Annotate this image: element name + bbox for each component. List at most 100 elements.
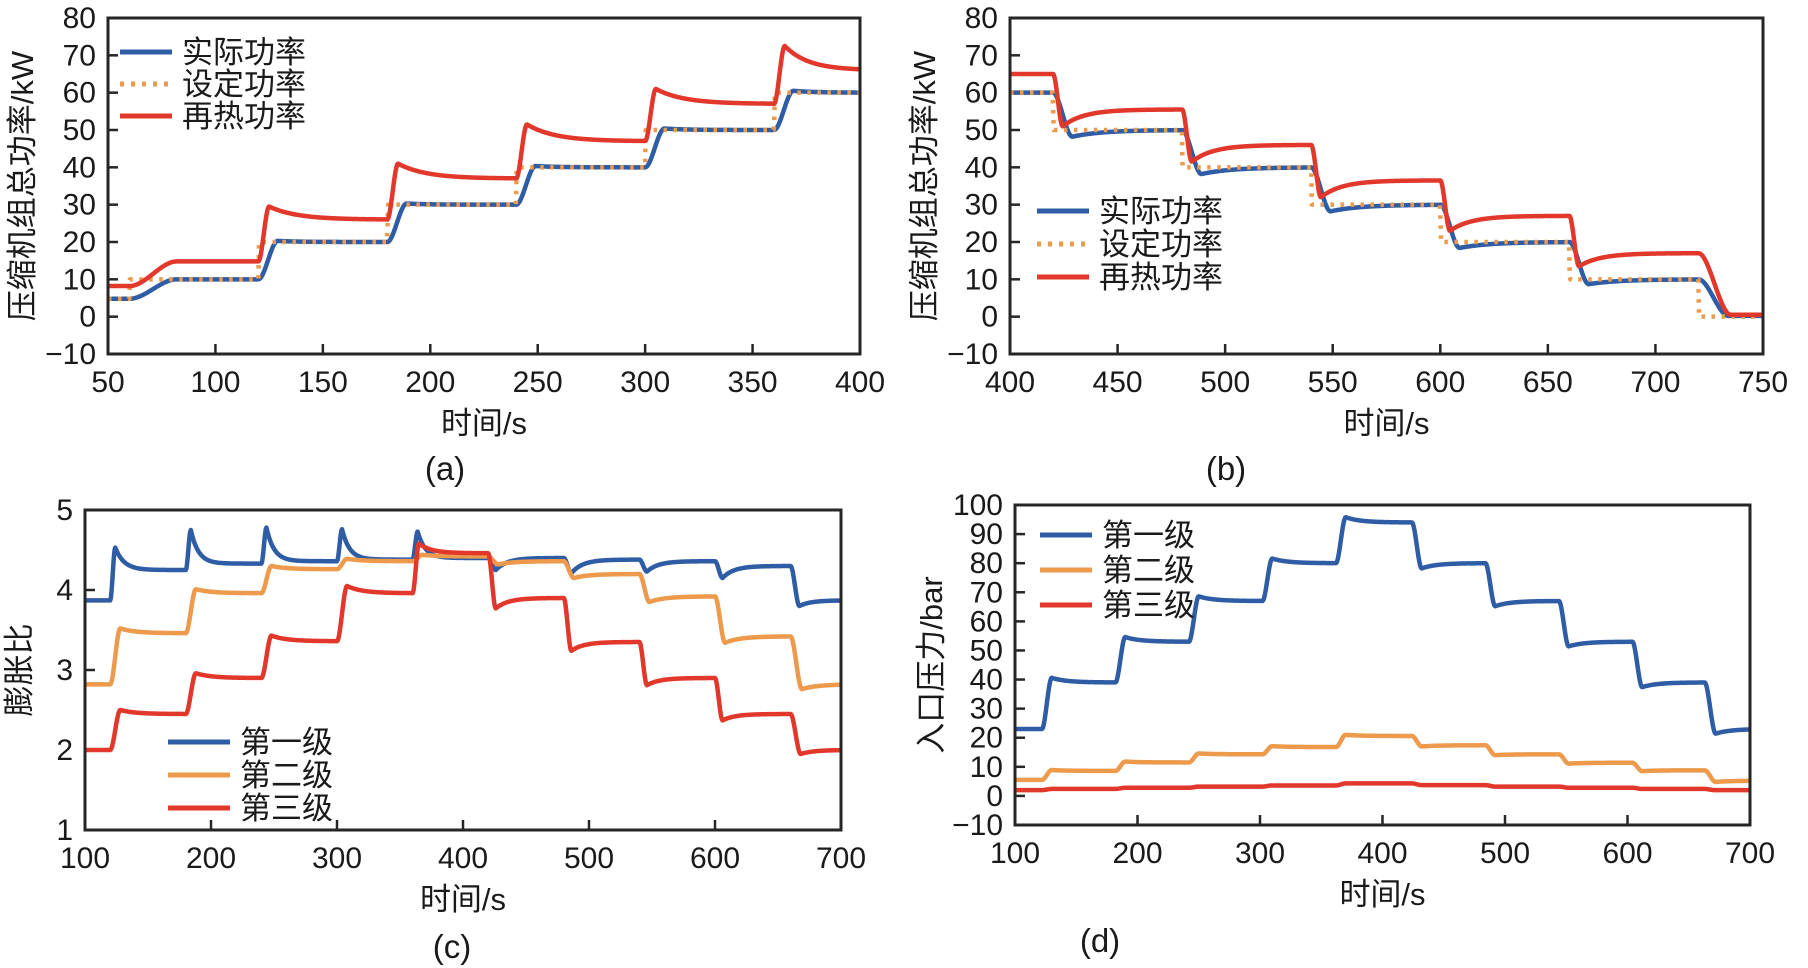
y-tick-label: 40 (970, 664, 1003, 697)
x-tick-label: 400 (985, 366, 1035, 399)
y-tick-label: 10 (965, 263, 998, 296)
y-tick-label: 30 (63, 189, 96, 222)
y-tick-label: 60 (63, 77, 96, 110)
series-a-1 (108, 90, 860, 301)
x-tick-label: 100 (190, 366, 240, 399)
y-tick-label: −10 (952, 809, 1003, 842)
x-axis-label: 时间/s (1343, 406, 1429, 441)
axis-border-d (1013, 503, 1752, 827)
y-tick-label: 50 (965, 114, 998, 147)
y-axis-label: 膨胀比 (2, 624, 37, 717)
legend-d-label-1: 第二级 (1102, 553, 1195, 588)
y-tick-label: 20 (965, 226, 998, 259)
y-tick-label: 80 (970, 547, 1003, 580)
subplot-d: 100 200 300 400 500 600 700 −100102030405060708… (914, 489, 1775, 912)
y-tick-label: 3 (56, 654, 73, 687)
subplot-a: 50 100 150 200 250 300 350 400 −10 0 10 20 30 40 50 60 7… (5, 2, 885, 441)
caption-d: (d) (1079, 922, 1121, 959)
x-tick-label: 650 (1523, 366, 1573, 399)
series-d-1 (1015, 732, 1750, 785)
y-tick-label: 30 (970, 693, 1003, 726)
series-a-2 (108, 43, 860, 289)
legend-c-label-0: 第一级 (240, 725, 333, 760)
legend-c-label-1: 第二级 (240, 758, 333, 793)
y-tick-label: 60 (965, 77, 998, 110)
x-tick-label: 700 (1630, 366, 1680, 399)
x-tick-label: 700 (1725, 837, 1775, 870)
y-tick-label: 40 (965, 151, 998, 184)
y-tick-label: 0 (986, 780, 1003, 813)
x-tick-label: 200 (1112, 837, 1162, 870)
y-axis-label: 压缩机组总功率/kW (5, 50, 40, 321)
legend-c-label-2: 第三级 (240, 791, 333, 826)
y-tick-label: 40 (63, 151, 96, 184)
y-tick-label: 0 (981, 301, 998, 334)
x-tick-label: 600 (690, 842, 740, 875)
y-tick-label: 4 (56, 574, 73, 607)
y-tick-label: 0 (79, 301, 96, 334)
y-tick-label: 1 (56, 814, 73, 847)
legend-b-label-2: 再热功率 (1099, 260, 1223, 295)
series-c-1 (85, 552, 841, 692)
caption-a: (a) (424, 450, 466, 487)
legend-b-label-1: 设定功率 (1099, 227, 1223, 262)
subplot-c: 100 200 300 400 500 600 700 1 2 3 4 5 时间/s 膨胀比第一级第二级第… (2, 494, 866, 917)
x-tick-label: 600 (1415, 366, 1465, 399)
x-tick-label: 300 (620, 366, 670, 399)
y-tick-label: 70 (63, 39, 96, 72)
x-tick-label: 600 (1602, 837, 1652, 870)
series-c-2 (85, 541, 841, 757)
y-tick-label: 80 (63, 2, 96, 35)
x-tick-label: 300 (312, 842, 362, 875)
y-tick-label: 70 (970, 576, 1003, 609)
x-tick-label: 450 (1093, 366, 1143, 399)
x-tick-label: 300 (1235, 837, 1285, 870)
x-tick-label: 250 (513, 366, 563, 399)
x-tick-label: 700 (816, 842, 866, 875)
x-axis-label: 时间/s (420, 882, 506, 917)
y-tick-label: 20 (63, 226, 96, 259)
axis-border-c (83, 508, 843, 832)
legend-d-label-2: 第三级 (1102, 588, 1195, 623)
y-tick-label: −10 (947, 338, 998, 371)
caption-b: (b) (1205, 450, 1247, 487)
series-c-0 (85, 525, 841, 609)
x-tick-label: 750 (1738, 366, 1788, 399)
series-b-1 (1010, 90, 1763, 319)
subplot-b: 400 450 500 550 600 650 700 750 −10 0 10 20 30 40 50 60… (907, 2, 1788, 441)
series-d-2 (1015, 781, 1750, 793)
y-tick-label: 30 (965, 189, 998, 222)
y-tick-label: 20 (970, 722, 1003, 755)
x-tick-label: 550 (1308, 366, 1358, 399)
legend-b-label-0: 实际功率 (1099, 194, 1223, 229)
y-tick-label: 100 (953, 489, 1003, 522)
legend-a-label-0: 实际功率 (182, 35, 306, 70)
caption-c: (c) (432, 928, 472, 965)
x-axis-label: 时间/s (441, 406, 527, 441)
x-tick-label: 200 (186, 842, 236, 875)
x-tick-label: 500 (564, 842, 614, 875)
x-tick-label: 100 (60, 842, 110, 875)
y-tick-label: 60 (970, 605, 1003, 638)
x-tick-label: 100 (990, 837, 1040, 870)
y-tick-label: −10 (45, 338, 96, 371)
x-tick-label: 400 (438, 842, 488, 875)
legend-a-label-2: 再热功率 (182, 99, 306, 134)
y-tick-label: 10 (970, 751, 1003, 784)
y-tick-label: 10 (63, 263, 96, 296)
y-tick-label: 50 (63, 114, 96, 147)
axis-border-b (1008, 16, 1765, 356)
legend-a-label-1: 设定功率 (182, 67, 306, 102)
series-d-0 (1015, 514, 1750, 736)
y-tick-label: 50 (970, 634, 1003, 667)
x-tick-label: 500 (1200, 366, 1250, 399)
y-axis-label: 入口压力/bar (914, 576, 949, 753)
y-tick-label: 70 (965, 39, 998, 72)
legend-d-label-0: 第一级 (1102, 518, 1195, 553)
y-tick-label: 5 (56, 494, 73, 527)
x-tick-label: 150 (298, 366, 348, 399)
y-tick-label: 2 (56, 734, 73, 767)
x-tick-label: 400 (835, 366, 885, 399)
